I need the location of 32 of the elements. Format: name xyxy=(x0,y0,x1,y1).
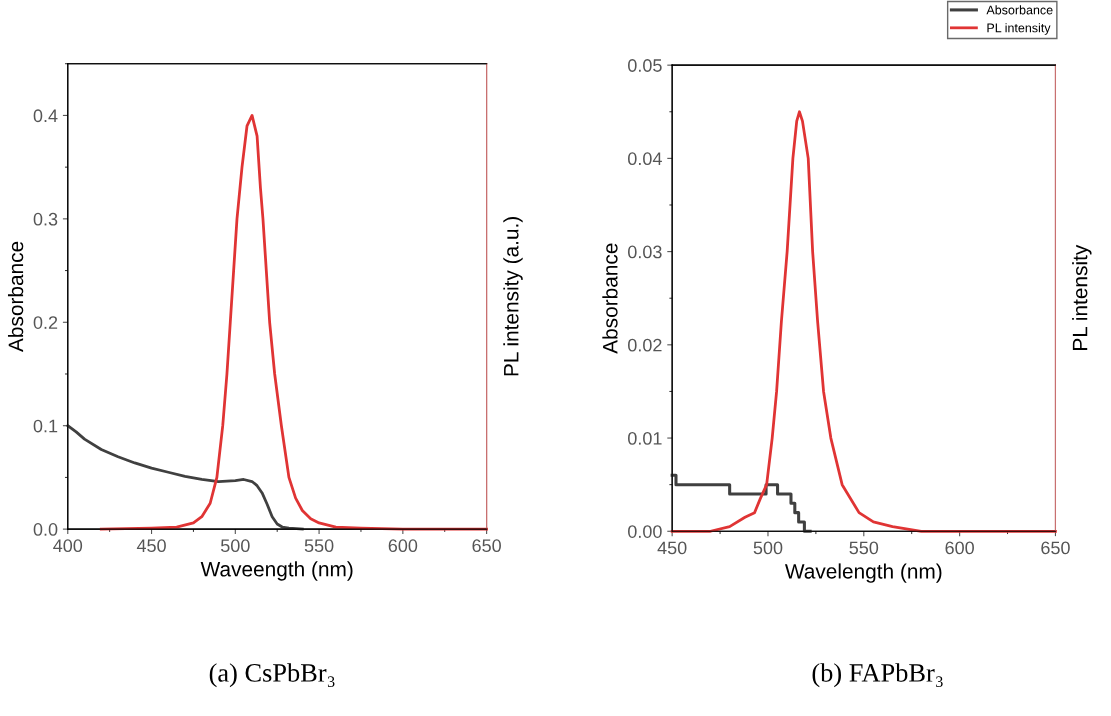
y-axis-title: Absorbance xyxy=(7,241,24,352)
y-axis-title: Absorbance xyxy=(602,243,618,354)
x-tick-label: 450 xyxy=(657,541,687,555)
text: (b) FAPbBr₃ xyxy=(812,663,943,688)
x-tick-label: 450 xyxy=(136,539,166,553)
y2-axis-title: PL intensity xyxy=(1072,244,1092,350)
y-tick-label: 0.03 xyxy=(628,245,662,259)
y-tick-label: 0.05 xyxy=(628,59,662,72)
x-tick-label: 550 xyxy=(304,539,334,553)
y-tick-label: 0.1 xyxy=(33,419,58,433)
y-tick-label: 0.01 xyxy=(628,431,662,445)
y-tick-label: 0.04 xyxy=(628,152,662,166)
x-tick-label: 600 xyxy=(945,541,974,555)
x-tick-label: 600 xyxy=(388,539,418,553)
x-axis-title: Waveength (nm) xyxy=(200,561,353,581)
x-tick-label: 650 xyxy=(472,539,501,553)
x-tick-label: 500 xyxy=(753,541,783,555)
legend-label: PL intensity xyxy=(987,23,1051,35)
x-axis-title: Wavelength (nm) xyxy=(784,563,942,583)
x-tick-label: 500 xyxy=(220,539,250,553)
y-tick-label: 0.4 xyxy=(33,109,58,123)
y-tick-label: 0.02 xyxy=(628,338,662,352)
y-tick-label: 0.0 xyxy=(33,523,58,536)
text: (a) CsPbBr₃ xyxy=(209,663,335,688)
x-tick-label: 650 xyxy=(1041,541,1070,555)
x-tick-label: 400 xyxy=(53,539,83,553)
x-tick-label: 550 xyxy=(849,541,879,555)
y2-axis-title: PL intensity (a.u.) xyxy=(503,217,523,376)
y-tick-label: 0.2 xyxy=(33,316,58,329)
legend-label: Absorbance xyxy=(986,5,1053,15)
y-tick-label: 0.00 xyxy=(628,525,662,538)
y-tick-label: 0.3 xyxy=(33,212,58,226)
